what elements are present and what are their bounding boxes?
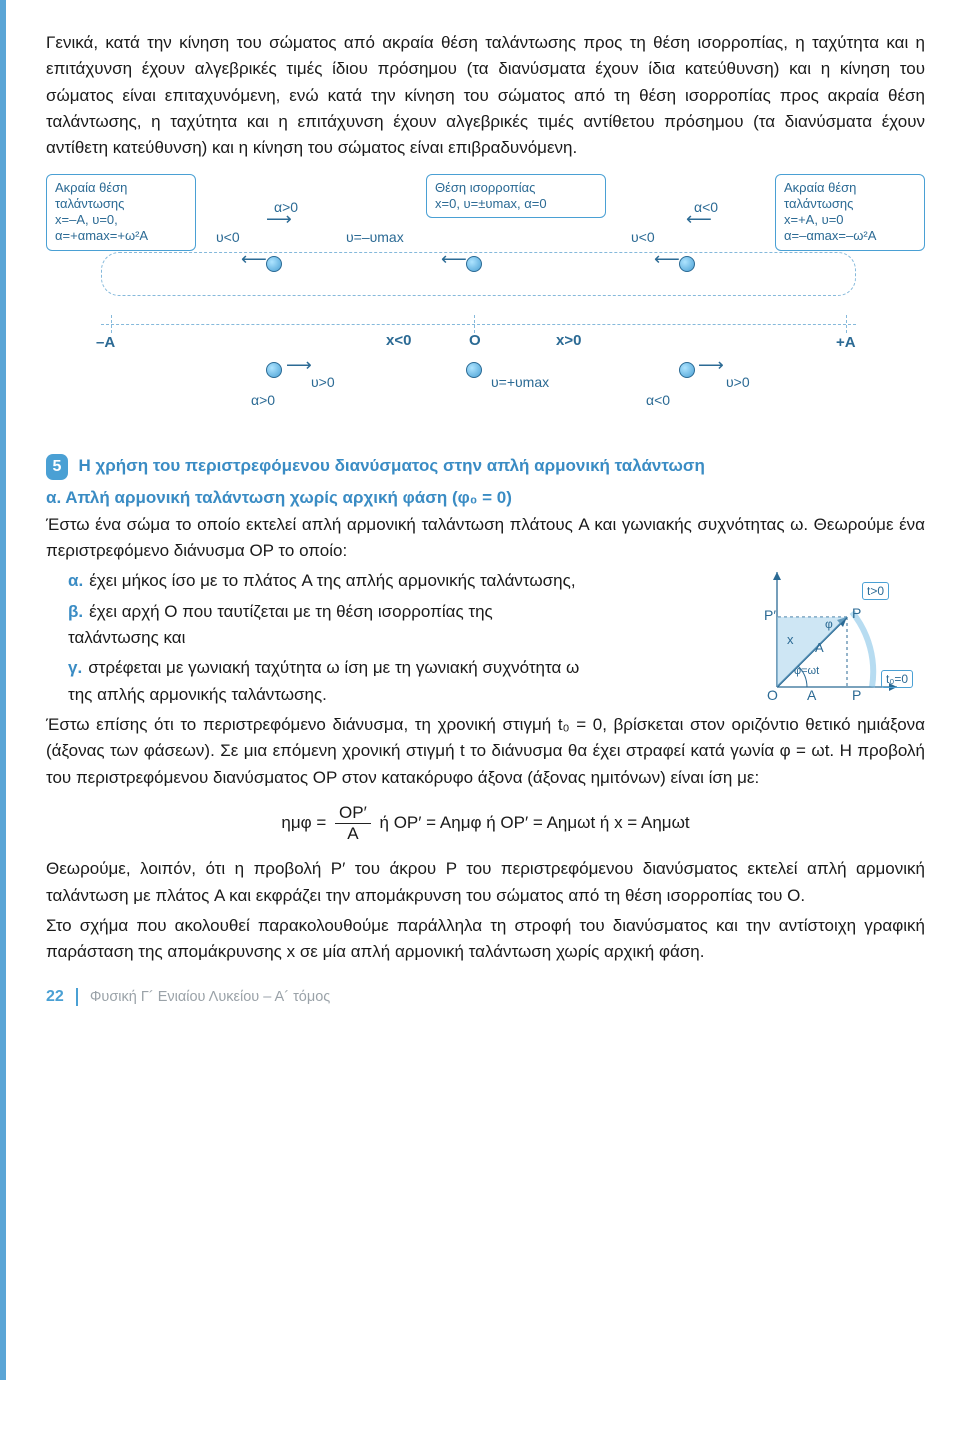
label-t0-0: t₀=0 xyxy=(881,670,913,688)
intro-paragraph: Γενικά, κατά την κίνηση του σώματος από … xyxy=(46,30,925,162)
mass-dot-1 xyxy=(266,256,282,272)
page-content: Γενικά, κατά την κίνηση του σώματος από … xyxy=(0,0,960,1380)
label-u-lt-0-a: υ<0 xyxy=(216,229,240,245)
section-number-badge: 5 xyxy=(46,454,68,480)
label-O: O xyxy=(469,332,481,349)
label-plusA: +A xyxy=(836,334,856,351)
bullet-b-text: έχει αρχή O που ταυτίζεται με τη θέση ισ… xyxy=(68,602,493,647)
label-phi: φ xyxy=(825,617,833,631)
label-xlt0: x<0 xyxy=(386,332,411,349)
section-5: 5 Η χρήση του περιστρεφόμενου διανύσματο… xyxy=(46,454,925,966)
label-t-gt-0: t>0 xyxy=(862,582,889,600)
footer-text: Φυσική Γ´ Ενιαίου Λυκείου – Α´ τόμος xyxy=(90,989,330,1005)
formula-line: ημφ = OP′ A ή OP′ = Aημφ ή OP′ = Aημωt ή… xyxy=(46,803,925,844)
formula-tail: ή OP′ = Aημφ ή OP′ = Aημωt ή x = Aημωt xyxy=(380,813,690,832)
section-title: Η χρήση του περιστρεφόμενου διανύσματος … xyxy=(78,456,704,475)
subsection-a-wrap: Έστω ένα σώμα το οποίο εκτελεί απλή αρμο… xyxy=(46,512,925,791)
bullet-a: α. xyxy=(68,571,83,590)
bullet-a-text: έχει μήκος ίσο με το πλάτος A της απλής … xyxy=(89,571,575,590)
label-xgt0: x>0 xyxy=(556,332,581,349)
page-footer: 22 Φυσική Γ´ Ενιαίου Λυκείου – Α´ τόμος xyxy=(46,988,925,1006)
page-number: 22 xyxy=(46,988,64,1005)
callout-right: Ακραία θέσηταλάντωσηςx=+A, υ=0α=–αmax=–ω… xyxy=(775,174,925,251)
label-x: x xyxy=(787,632,794,647)
frac-num: OP′ xyxy=(335,803,371,824)
mass-dot-4 xyxy=(266,362,282,378)
list-item-c: γ.στρέφεται με γωνιακή ταχύτητα ω ίση με… xyxy=(68,655,588,708)
arrow-right-2: ⟶ xyxy=(698,355,724,376)
mass-dot-5 xyxy=(466,362,482,378)
axis-dashed xyxy=(101,324,856,325)
bullet-c-text: στρέφεται με γωνιακή ταχύτητα ω ίση με τ… xyxy=(68,658,579,703)
label-Pp: P′ xyxy=(764,607,776,623)
list-item-a: α. έχει μήκος ίσο με το πλάτος A της απλή… xyxy=(68,568,588,594)
tick-minusA xyxy=(111,315,112,333)
arrow-right-1: ⟶ xyxy=(286,355,312,376)
rotating-vector-diagram: t>0 t₀=0 P′ P φ x A φ=ωt O A P xyxy=(647,567,907,757)
label-phiwt: φ=ωt xyxy=(794,665,819,677)
label-a-lt-0-b: α<0 xyxy=(646,392,670,408)
bullet-c: γ. xyxy=(68,658,82,677)
label-u-minus: υ=–υmax xyxy=(346,229,404,245)
label-O2: O xyxy=(767,687,778,703)
label-A-vec: A xyxy=(815,640,824,655)
label-u-plus: υ=+υmax xyxy=(491,374,549,390)
mass-dot-6 xyxy=(679,362,695,378)
footer-divider xyxy=(76,988,78,1006)
arrow-left-3: ⟵ xyxy=(654,249,680,270)
subsection-a-body4: Στο σχήμα που ακολουθεί παρακολουθούμε π… xyxy=(46,913,925,966)
tick-O xyxy=(474,315,475,333)
label-a-gt-0-a: α>0 xyxy=(274,199,298,215)
label-u-lt-0-b: υ<0 xyxy=(631,229,655,245)
formula-lead: ημφ = xyxy=(281,813,326,832)
callout-mid: Θέση ισορροπίαςx=0, υ=±υmax, α=0 xyxy=(426,174,606,219)
callout-left: Ακραία θέσηταλάντωσηςx=–A, υ=0,α=+αmax=+… xyxy=(46,174,196,251)
label-a-gt-0-b: α>0 xyxy=(251,392,275,408)
label-a-lt-0-a: α<0 xyxy=(694,199,718,215)
label-u-gt-0-a: υ>0 xyxy=(311,374,335,390)
mass-dot-3 xyxy=(679,256,695,272)
frac-den: A xyxy=(335,824,371,844)
label-A-axis: A xyxy=(807,687,816,703)
mass-dot-2 xyxy=(466,256,482,272)
arrow-left-2: ⟵ xyxy=(441,249,467,270)
label-u-gt-0-b: υ>0 xyxy=(726,374,750,390)
arrow-left-1: ⟵ xyxy=(241,249,267,270)
bullet-b: β. xyxy=(68,602,83,621)
subsection-a-body1: Έστω ένα σώμα το οποίο εκτελεί απλή αρμο… xyxy=(46,512,925,565)
fraction: OP′ A xyxy=(335,803,371,844)
label-P: P xyxy=(852,605,861,621)
label-minusA: –A xyxy=(96,334,115,351)
subsection-a-body3: Θεωρούμε, λοιπόν, ότι η προβολή P′ του ά… xyxy=(46,856,925,909)
oscillation-diagram: Ακραία θέσηταλάντωσηςx=–A, υ=0,α=+αmax=+… xyxy=(46,174,925,434)
list-item-b: β.έχει αρχή O που ταυτίζεται με τη θέση … xyxy=(68,599,588,652)
label-P-axis: P xyxy=(852,687,861,703)
subsection-a-head: α. Απλή αρμονική ταλάντωση χωρίς αρχική … xyxy=(46,488,925,508)
tick-plusA xyxy=(846,315,847,333)
